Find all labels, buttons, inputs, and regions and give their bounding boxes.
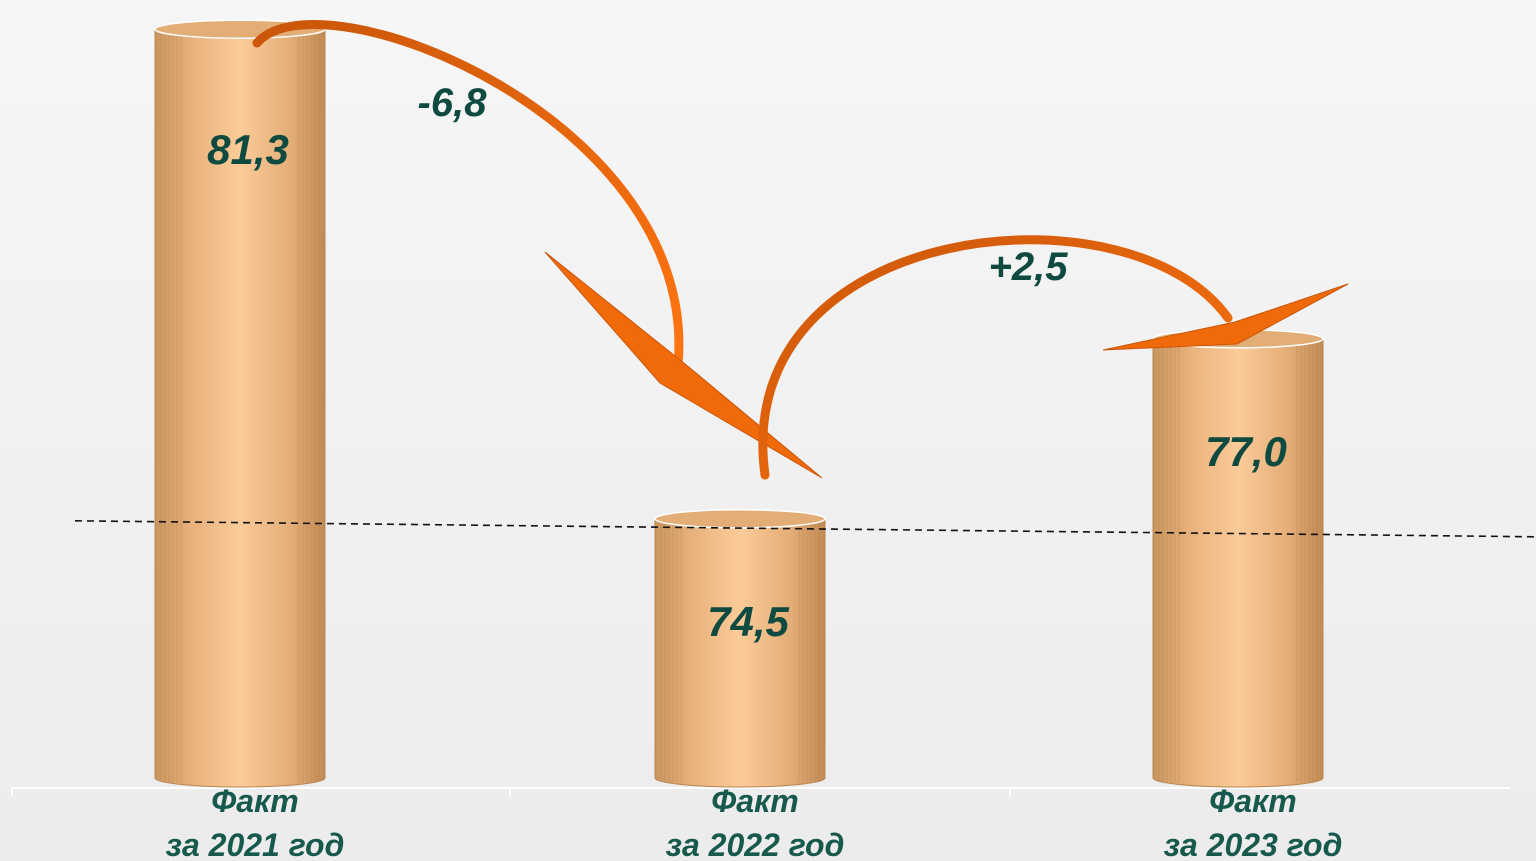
- value-label-1: 81,3: [207, 126, 289, 173]
- category-label-2: Факт за 2022 год: [666, 783, 845, 861]
- bar-3: [1152, 329, 1324, 788]
- bar-2: [654, 509, 826, 788]
- change-arrow-1: -6,8: [252, 19, 823, 479]
- change-arrow-2: +2,5: [758, 235, 1349, 480]
- change-label-2: +2,5: [989, 245, 1069, 289]
- reference-line: [74, 520, 1536, 538]
- value-label-2: 74,5: [707, 598, 789, 645]
- category-label-3: Факт за 2023 год: [1164, 783, 1343, 861]
- bar-1: [154, 19, 326, 788]
- value-label-3: 77,0: [1205, 428, 1287, 475]
- category-label-1: Факт за 2021 год: [166, 783, 345, 861]
- change-label-1: -6,8: [418, 81, 488, 125]
